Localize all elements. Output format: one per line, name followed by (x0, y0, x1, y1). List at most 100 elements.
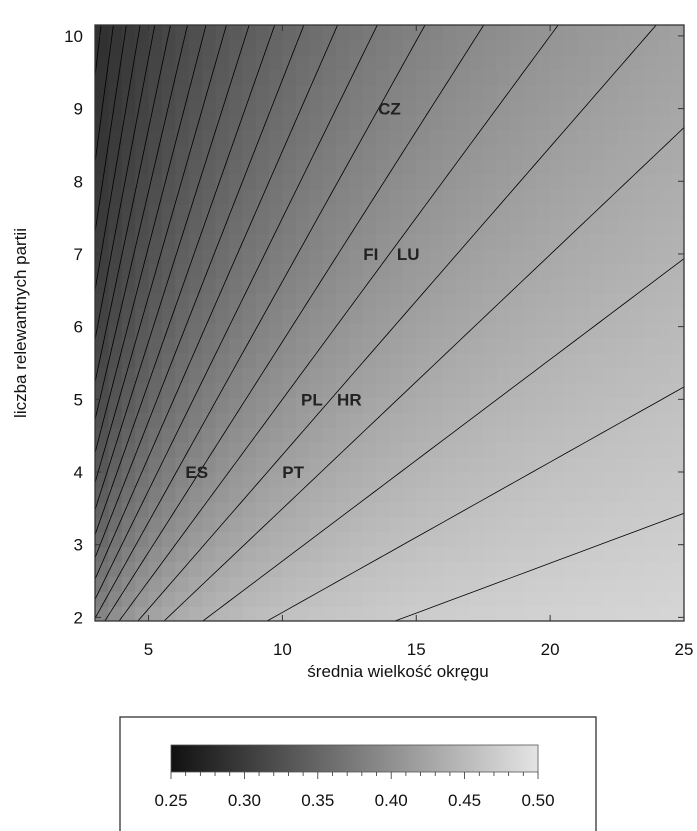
heatmap-cell (202, 248, 217, 264)
heatmap-cell (376, 248, 391, 264)
heatmap-cell (429, 606, 444, 621)
heatmap-cell (617, 591, 632, 607)
heatmap-cell (309, 114, 324, 130)
contour-line (95, 25, 338, 581)
heatmap-cell (402, 293, 417, 309)
heatmap-cell (630, 218, 645, 235)
heatmap-cell (563, 486, 578, 503)
heatmap-cell (175, 99, 190, 115)
heatmap-cell (576, 159, 591, 175)
heatmap-cell (322, 501, 337, 518)
heatmap-cell (590, 442, 605, 458)
heatmap-cell (402, 188, 417, 205)
heatmap-cell (483, 561, 498, 577)
heatmap-cell (376, 531, 391, 548)
heatmap-cell (603, 159, 618, 175)
heatmap-cell (376, 293, 391, 309)
heatmap-cell (509, 144, 524, 160)
heatmap-cell (550, 263, 565, 279)
heatmap-cell (603, 486, 618, 503)
heatmap-cell (161, 382, 176, 399)
heatmap-cell (469, 144, 484, 160)
heatmap-cell (617, 576, 632, 592)
heatmap-cell (416, 25, 431, 41)
heatmap-cell (469, 278, 484, 294)
heatmap-cell (282, 129, 297, 145)
heatmap-cell (148, 278, 163, 294)
heatmap-cell (349, 293, 364, 309)
heatmap-cell (335, 397, 350, 413)
heatmap-cell (228, 337, 243, 354)
heatmap-cell (657, 397, 672, 413)
heatmap-cell (643, 99, 658, 115)
heatmap-cell (550, 367, 565, 384)
heatmap-cell (550, 203, 565, 220)
heatmap-cell (269, 278, 284, 294)
heatmap-cell (416, 442, 431, 458)
heatmap-cell (416, 39, 431, 56)
heatmap-cell (603, 472, 618, 488)
heatmap-cell (309, 129, 324, 145)
heatmap-cell (335, 263, 350, 279)
heatmap-cell (617, 486, 632, 503)
heatmap-cell (443, 531, 458, 548)
heatmap-cell (456, 69, 471, 86)
heatmap-cell (188, 174, 203, 190)
heatmap-cell (670, 233, 684, 250)
heatmap-cell (282, 144, 297, 160)
heatmap-cell (576, 442, 591, 458)
heatmap-cell (335, 427, 350, 443)
heatmap-cell (483, 412, 498, 428)
heatmap-cell (657, 442, 672, 458)
heatmap-cell (135, 486, 150, 503)
heatmap-cell (269, 188, 284, 205)
heatmap-cell (429, 99, 444, 115)
heatmap-cell (630, 412, 645, 428)
heatmap-cell (376, 412, 391, 428)
heatmap-cell (402, 308, 417, 324)
heatmap-cell (402, 427, 417, 443)
y-tick-label: 2 (74, 608, 83, 627)
heatmap-cell (670, 188, 684, 205)
heatmap-cell (215, 233, 230, 250)
heatmap-cell (376, 591, 391, 607)
heatmap-cell (255, 382, 270, 399)
heatmap-cell (95, 99, 109, 115)
heatmap-cell (269, 457, 284, 473)
heatmap-cell (228, 323, 243, 339)
heatmap-cell (322, 129, 337, 145)
heatmap-cell (108, 69, 123, 86)
heatmap-cell (630, 54, 645, 71)
heatmap-cell (389, 486, 404, 503)
heatmap-cell (509, 576, 524, 592)
heatmap-cell (335, 39, 350, 56)
heatmap-cell (255, 472, 270, 488)
heatmap-cell (148, 39, 163, 56)
heatmap-cell (335, 293, 350, 309)
heatmap-cell (670, 114, 684, 130)
heatmap-cell (255, 278, 270, 294)
heatmap-cell (496, 576, 511, 592)
heatmap-cell (550, 486, 565, 503)
heatmap-cell (188, 278, 203, 294)
heatmap-cell (242, 457, 257, 473)
heatmap-cell (389, 114, 404, 130)
heatmap-cell (322, 203, 337, 220)
heatmap-cell (188, 367, 203, 384)
heatmap-cell (121, 144, 136, 160)
heatmap-cell (523, 84, 538, 101)
heatmap-cell (215, 84, 230, 101)
heatmap-cell (121, 174, 136, 190)
heatmap-cell (643, 591, 658, 607)
heatmap-cell (617, 606, 632, 621)
heatmap-cell (202, 472, 217, 488)
heatmap-cell (603, 278, 618, 294)
heatmap-cell (469, 427, 484, 443)
heatmap-cell (389, 427, 404, 443)
heatmap-cell (389, 323, 404, 339)
heatmap-cell (402, 397, 417, 413)
heatmap-cell (590, 233, 605, 250)
y-tick-label: 4 (74, 463, 83, 482)
heatmap-cell (215, 457, 230, 473)
heatmap-cell (349, 54, 364, 71)
